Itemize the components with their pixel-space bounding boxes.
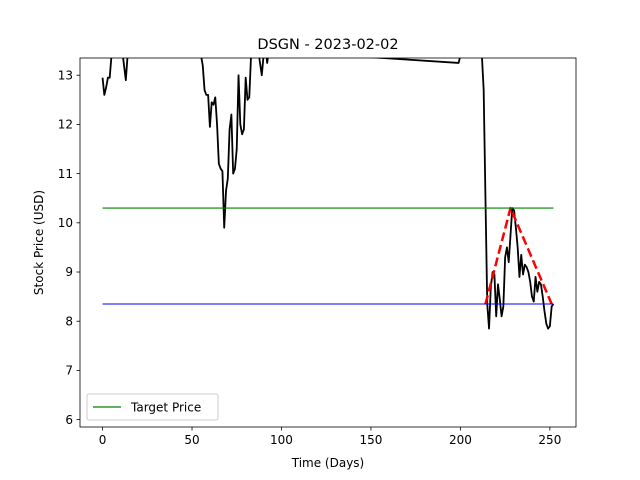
y-tick-label: 10 (58, 216, 73, 230)
plot-area (80, 58, 576, 427)
y-axis: 6 7 8 9 10 11 12 13 (58, 68, 80, 427)
y-tick-label: 13 (58, 68, 73, 82)
x-tick-label: 200 (449, 433, 472, 447)
plot-frame (79, 57, 577, 428)
x-axis: 0 50 100 150 200 250 (99, 427, 561, 447)
x-tick-label: 150 (359, 433, 382, 447)
x-tick-label: 50 (184, 433, 199, 447)
series-line-price (101, 58, 555, 330)
y-axis-title: Stock Price (USD) (32, 190, 46, 295)
series-layer (101, 58, 555, 330)
x-tick-label: 100 (270, 433, 293, 447)
x-axis-title: Time (Days) (291, 456, 365, 470)
chart-title: DSGN - 2023-02-02 (257, 37, 398, 53)
y-tick-label: 11 (58, 167, 73, 181)
x-tick-label: 0 (99, 433, 107, 447)
y-tick-label: 12 (58, 118, 73, 132)
legend-label-target-price: Target Price (130, 401, 201, 415)
legend: Target Price (86, 393, 219, 421)
y-tick-label: 8 (65, 314, 73, 328)
y-tick-label: 9 (65, 265, 73, 279)
y-tick-label: 7 (65, 364, 73, 378)
legend-box (86, 393, 219, 421)
y-tick-label: 6 (65, 413, 73, 427)
x-tick-label: 250 (538, 433, 561, 447)
